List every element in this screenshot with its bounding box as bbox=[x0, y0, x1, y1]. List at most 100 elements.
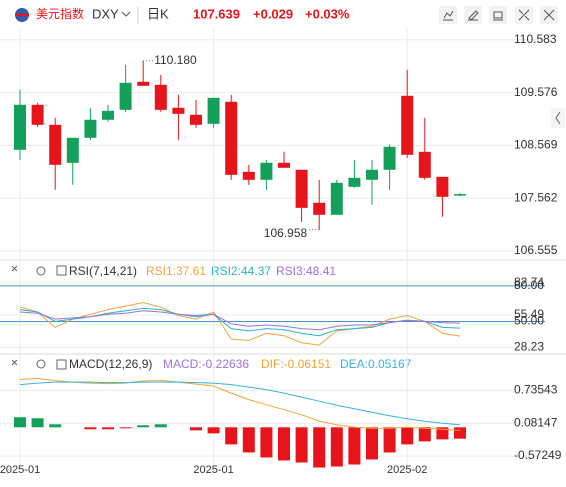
candle-body bbox=[102, 110, 114, 120]
collapse-button[interactable] bbox=[551, 108, 565, 128]
candle-body bbox=[295, 169, 308, 208]
macd-bar bbox=[366, 427, 378, 460]
period[interactable]: 日K bbox=[147, 6, 169, 21]
candle-body bbox=[366, 169, 378, 180]
instrument-name[interactable]: 美元指数 bbox=[36, 6, 84, 21]
tool-button[interactable] bbox=[439, 6, 457, 24]
annotation: 110.180 bbox=[154, 53, 197, 67]
candle-body bbox=[383, 146, 396, 170]
indicator-line bbox=[19, 381, 461, 426]
dropdown-icon[interactable] bbox=[121, 11, 131, 17]
legend-entry: RSI3:48.41 bbox=[276, 264, 336, 278]
macd-bar bbox=[207, 427, 220, 434]
legend-entry: RSI1:37.61 bbox=[146, 264, 206, 278]
toolbar bbox=[439, 6, 558, 24]
candle-body bbox=[137, 81, 150, 86]
macd-bar bbox=[348, 427, 361, 465]
macd-bar bbox=[260, 427, 273, 458]
indicator-icon bbox=[56, 265, 67, 276]
y-tick-label: 55.49 bbox=[514, 307, 544, 321]
candle-body bbox=[418, 151, 431, 178]
close-icon[interactable] bbox=[11, 265, 18, 272]
collapse-icon bbox=[555, 111, 561, 125]
settings-icon[interactable] bbox=[36, 359, 46, 369]
candle-body bbox=[330, 182, 343, 215]
reference-label: 50.00 bbox=[514, 314, 544, 328]
flag-stripe bbox=[15, 14, 29, 16]
tool-icon bbox=[468, 10, 479, 21]
x-tick-label: 2025-01 bbox=[193, 464, 233, 476]
macd-bar bbox=[119, 427, 132, 429]
symbol[interactable]: DXY bbox=[92, 6, 119, 21]
macd-bar bbox=[278, 427, 290, 461]
close-icon[interactable] bbox=[11, 359, 18, 366]
candle-body bbox=[190, 114, 202, 125]
macd-bar bbox=[49, 424, 62, 428]
macd-bar bbox=[190, 427, 202, 431]
macd-bar bbox=[313, 427, 326, 468]
price-change: +0.029 bbox=[253, 6, 293, 21]
y-tick-label: 28.23 bbox=[514, 339, 544, 353]
macd-bar bbox=[102, 427, 114, 430]
indicator-line bbox=[19, 377, 461, 431]
reference-label: 80.00 bbox=[514, 278, 544, 292]
y-tick-label: 109.576 bbox=[514, 85, 558, 99]
macd-bar bbox=[14, 417, 26, 428]
legend-entry: DEA:0.05167 bbox=[340, 357, 412, 371]
indicator-icon bbox=[56, 359, 67, 370]
y-tick-label: 0.73543 bbox=[514, 382, 558, 396]
tool-icon bbox=[443, 10, 454, 21]
y-tick-label: -0.57249 bbox=[514, 448, 562, 462]
candle-body bbox=[49, 124, 62, 165]
macd-bar bbox=[137, 425, 150, 428]
macd-bar bbox=[454, 427, 466, 439]
x-tick-label: 2025-02 bbox=[387, 464, 427, 476]
macd-bar bbox=[154, 424, 167, 428]
tool-button[interactable] bbox=[489, 6, 507, 24]
macd-bar bbox=[225, 427, 238, 445]
candle-body bbox=[278, 162, 290, 168]
macd-bar bbox=[383, 427, 396, 453]
settings-icon[interactable] bbox=[36, 266, 46, 276]
tool-icon bbox=[543, 9, 555, 21]
macd-bar bbox=[401, 427, 414, 445]
y-tick-label: 108.569 bbox=[514, 138, 558, 152]
candle-body bbox=[260, 162, 273, 180]
candle-body bbox=[348, 177, 361, 187]
macd-bar bbox=[418, 427, 431, 442]
macd-bar bbox=[330, 427, 343, 467]
candle-body bbox=[454, 194, 466, 196]
y-tick-label: 110.583 bbox=[514, 32, 557, 46]
candle-body bbox=[31, 104, 44, 125]
x-tick-label: 2025-01 bbox=[0, 464, 40, 476]
candle-body bbox=[207, 97, 220, 124]
tool-button[interactable] bbox=[464, 6, 482, 24]
grid-layer bbox=[0, 28, 545, 466]
legend-entry: RSI2:44.37 bbox=[211, 264, 271, 278]
tool-icon bbox=[493, 11, 503, 21]
macd-bar bbox=[84, 427, 97, 430]
macd-bar bbox=[242, 427, 255, 453]
macd-bar bbox=[436, 427, 449, 440]
legend-entry: MACD:-0.22636 bbox=[163, 357, 249, 371]
macd-bar bbox=[295, 427, 308, 463]
candle-body bbox=[14, 104, 26, 150]
candle-body bbox=[401, 95, 414, 155]
annotation: 106.958 bbox=[264, 226, 308, 240]
candle-body bbox=[119, 82, 132, 110]
candle-body bbox=[242, 171, 255, 180]
y-tick-label: 0.08147 bbox=[514, 415, 558, 429]
macd-title: MACD(12,26,9) bbox=[69, 357, 152, 371]
indicator-line bbox=[19, 310, 461, 331]
candle-body bbox=[225, 101, 238, 175]
legend-entry: DIF:-0.06151 bbox=[261, 357, 331, 371]
y-tick-label: 106.555 bbox=[514, 243, 558, 257]
y-tick-label: 82.74 bbox=[514, 275, 544, 289]
tool-icon bbox=[518, 9, 530, 21]
candle-body bbox=[154, 84, 167, 110]
rsi-title: RSI(7,14,21) bbox=[69, 264, 137, 278]
candle-body bbox=[84, 119, 97, 138]
last-price: 107.639 bbox=[193, 6, 240, 21]
candle-body bbox=[436, 176, 449, 197]
